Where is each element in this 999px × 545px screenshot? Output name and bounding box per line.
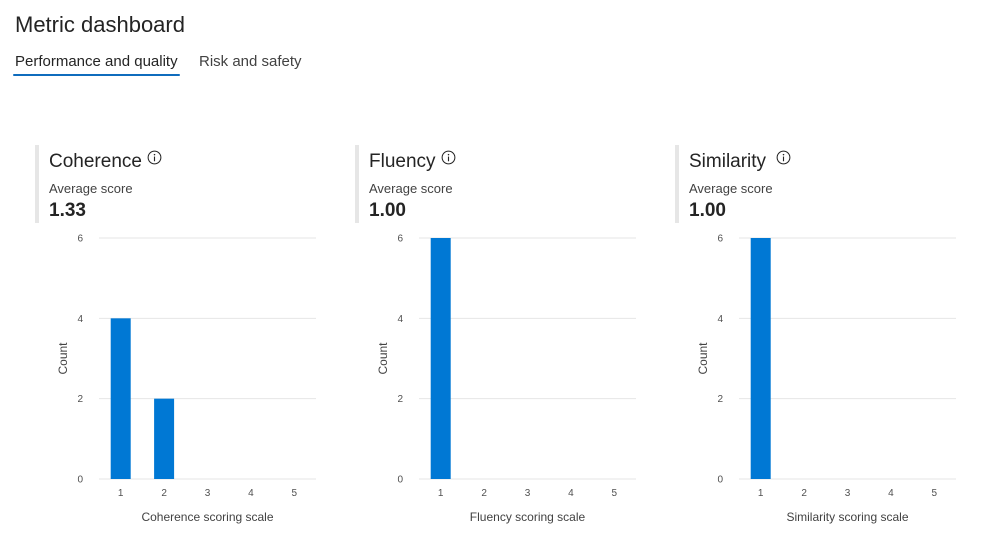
- x-axis-label: Coherence scoring scale: [141, 510, 273, 524]
- info-icon[interactable]: [147, 150, 162, 165]
- metric-title: Fluency: [369, 151, 436, 172]
- x-axis-label: Fluency scoring scale: [470, 510, 586, 524]
- average-score-value: 1.00: [369, 200, 406, 221]
- average-score-label: Average score: [689, 181, 773, 196]
- tab-label: Risk and safety: [199, 53, 302, 70]
- x-tick-label: 1: [438, 488, 444, 499]
- y-tick-label: 4: [397, 314, 403, 325]
- histogram-bar: [750, 238, 771, 479]
- x-tick-label: 2: [481, 488, 487, 499]
- x-tick-label: 2: [161, 488, 167, 499]
- x-tick-label: 3: [845, 488, 851, 499]
- x-axis-label: Similarity scoring scale: [786, 510, 908, 524]
- y-axis-label: Count: [56, 342, 70, 375]
- metric-title: Coherence: [49, 151, 142, 172]
- average-score-label: Average score: [369, 181, 453, 196]
- y-tick-label: 0: [397, 475, 403, 486]
- similarity-histogram: 0 2 4 6 1 2 3 4 5 Similarity scoring scale Count: [696, 234, 956, 524]
- x-tick-label: 4: [248, 488, 254, 499]
- coherence-histogram: 0 2 4 6 1 2 3 4 5 Coherence scoring scale Count: [56, 234, 316, 524]
- metric-title: Similarity: [689, 151, 767, 172]
- y-axis-label: Count: [376, 342, 390, 375]
- info-icon[interactable]: [776, 150, 791, 165]
- x-tick-label: 1: [118, 488, 124, 499]
- x-tick-label: 2: [801, 488, 807, 499]
- y-tick-label: 0: [77, 475, 83, 486]
- x-tick-label: 5: [932, 488, 938, 499]
- y-tick-label: 4: [77, 314, 83, 325]
- x-tick-label: 4: [568, 488, 574, 499]
- y-tick-label: 2: [77, 394, 83, 405]
- tab-label: Performance and quality: [15, 53, 178, 70]
- x-tick-label: 3: [205, 488, 211, 499]
- histogram-bar: [430, 238, 451, 479]
- metric-card-similarity: Similarity Average score 1.00 0 2 4 6 1 2 3 4 5 S…: [675, 145, 975, 535]
- x-tick-label: 1: [758, 488, 764, 499]
- y-axis-label: Count: [696, 342, 710, 375]
- page-title: Metric dashboard: [15, 12, 185, 37]
- fluency-histogram: 0 2 4 6 1 2 3 4 5 Fluency scoring scale Count: [376, 234, 636, 524]
- average-score-label: Average score: [49, 181, 133, 196]
- tab-risk-and-safety[interactable]: Risk and safety: [199, 48, 302, 76]
- y-tick-label: 4: [717, 314, 723, 325]
- average-score-value: 1.33: [49, 200, 86, 221]
- card-accent-bar: [35, 145, 39, 223]
- metric-card-coherence: Coherence Average score 1.33 0 2 4 6 1 2 3 4 5 Co…: [35, 145, 335, 535]
- info-icon[interactable]: [441, 150, 456, 165]
- y-tick-label: 6: [77, 234, 83, 245]
- metric-card-fluency: Fluency Average score 1.00 0 2 4 6 1 2 3 4 5 Flue…: [355, 145, 655, 535]
- x-tick-label: 5: [612, 488, 618, 499]
- y-tick-label: 0: [717, 475, 723, 486]
- histogram-bar: [154, 398, 175, 479]
- tab-active-indicator: [13, 74, 180, 76]
- tab-performance-and-quality[interactable]: Performance and quality: [13, 48, 180, 76]
- y-tick-label: 6: [397, 234, 403, 245]
- x-tick-label: 4: [888, 488, 894, 499]
- y-tick-label: 2: [717, 394, 723, 405]
- y-tick-label: 6: [717, 234, 723, 245]
- card-accent-bar: [675, 145, 679, 223]
- card-accent-bar: [355, 145, 359, 223]
- x-tick-label: 5: [292, 488, 298, 499]
- histogram-bar: [110, 318, 131, 479]
- average-score-value: 1.00: [689, 200, 726, 221]
- y-tick-label: 2: [397, 394, 403, 405]
- x-tick-label: 3: [525, 488, 531, 499]
